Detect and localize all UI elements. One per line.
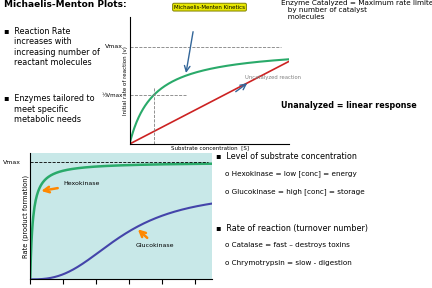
Text: Glucokinase: Glucokinase — [136, 231, 174, 247]
Text: Enzyme Catalyzed = Maximum rate limited
   by number of catalyst
   molecules: Enzyme Catalyzed = Maximum rate limited … — [281, 0, 432, 20]
Text: Michaelis-Menten Kinetics: Michaelis-Menten Kinetics — [174, 5, 245, 10]
Text: Michaelis-Menton Plots:: Michaelis-Menton Plots: — [4, 0, 127, 9]
Text: Vmax: Vmax — [105, 44, 123, 49]
Text: ▪  Rate of reaction (turnover number): ▪ Rate of reaction (turnover number) — [216, 224, 368, 233]
Text: Uncatalyzed reaction: Uncatalyzed reaction — [245, 75, 301, 80]
Y-axis label: Rate (product formation): Rate (product formation) — [22, 175, 29, 257]
Text: Hexokinase: Hexokinase — [44, 181, 100, 192]
Text: o Hexokinase = low [conc] = energy: o Hexokinase = low [conc] = energy — [216, 170, 357, 177]
Text: o Catalase = fast – destroys toxins: o Catalase = fast – destroys toxins — [216, 242, 350, 248]
Text: ½Vmax: ½Vmax — [102, 93, 123, 98]
Text: ▪  Reaction Rate
    increases with
    increasing number of
    reactant molecu: ▪ Reaction Rate increases with increasin… — [4, 27, 100, 67]
Y-axis label: Initial rate of reaction (v): Initial rate of reaction (v) — [123, 46, 128, 115]
Text: Vmax: Vmax — [3, 160, 21, 164]
Text: ▪  Enzymes tailored to
    meet specific
    metabolic needs: ▪ Enzymes tailored to meet specific meta… — [4, 94, 95, 124]
Text: o Glucokinase = high [conc] = storage: o Glucokinase = high [conc] = storage — [216, 188, 365, 195]
Text: ▪  Level of substrate concentration: ▪ Level of substrate concentration — [216, 152, 357, 161]
Text: Km: Km — [149, 157, 159, 162]
Text: o Chrymotrypsin = slow - digestion: o Chrymotrypsin = slow - digestion — [216, 260, 352, 266]
Text: Unanalyzed = linear response: Unanalyzed = linear response — [281, 101, 416, 110]
X-axis label: Substrate concentration  [S]: Substrate concentration [S] — [171, 145, 248, 150]
